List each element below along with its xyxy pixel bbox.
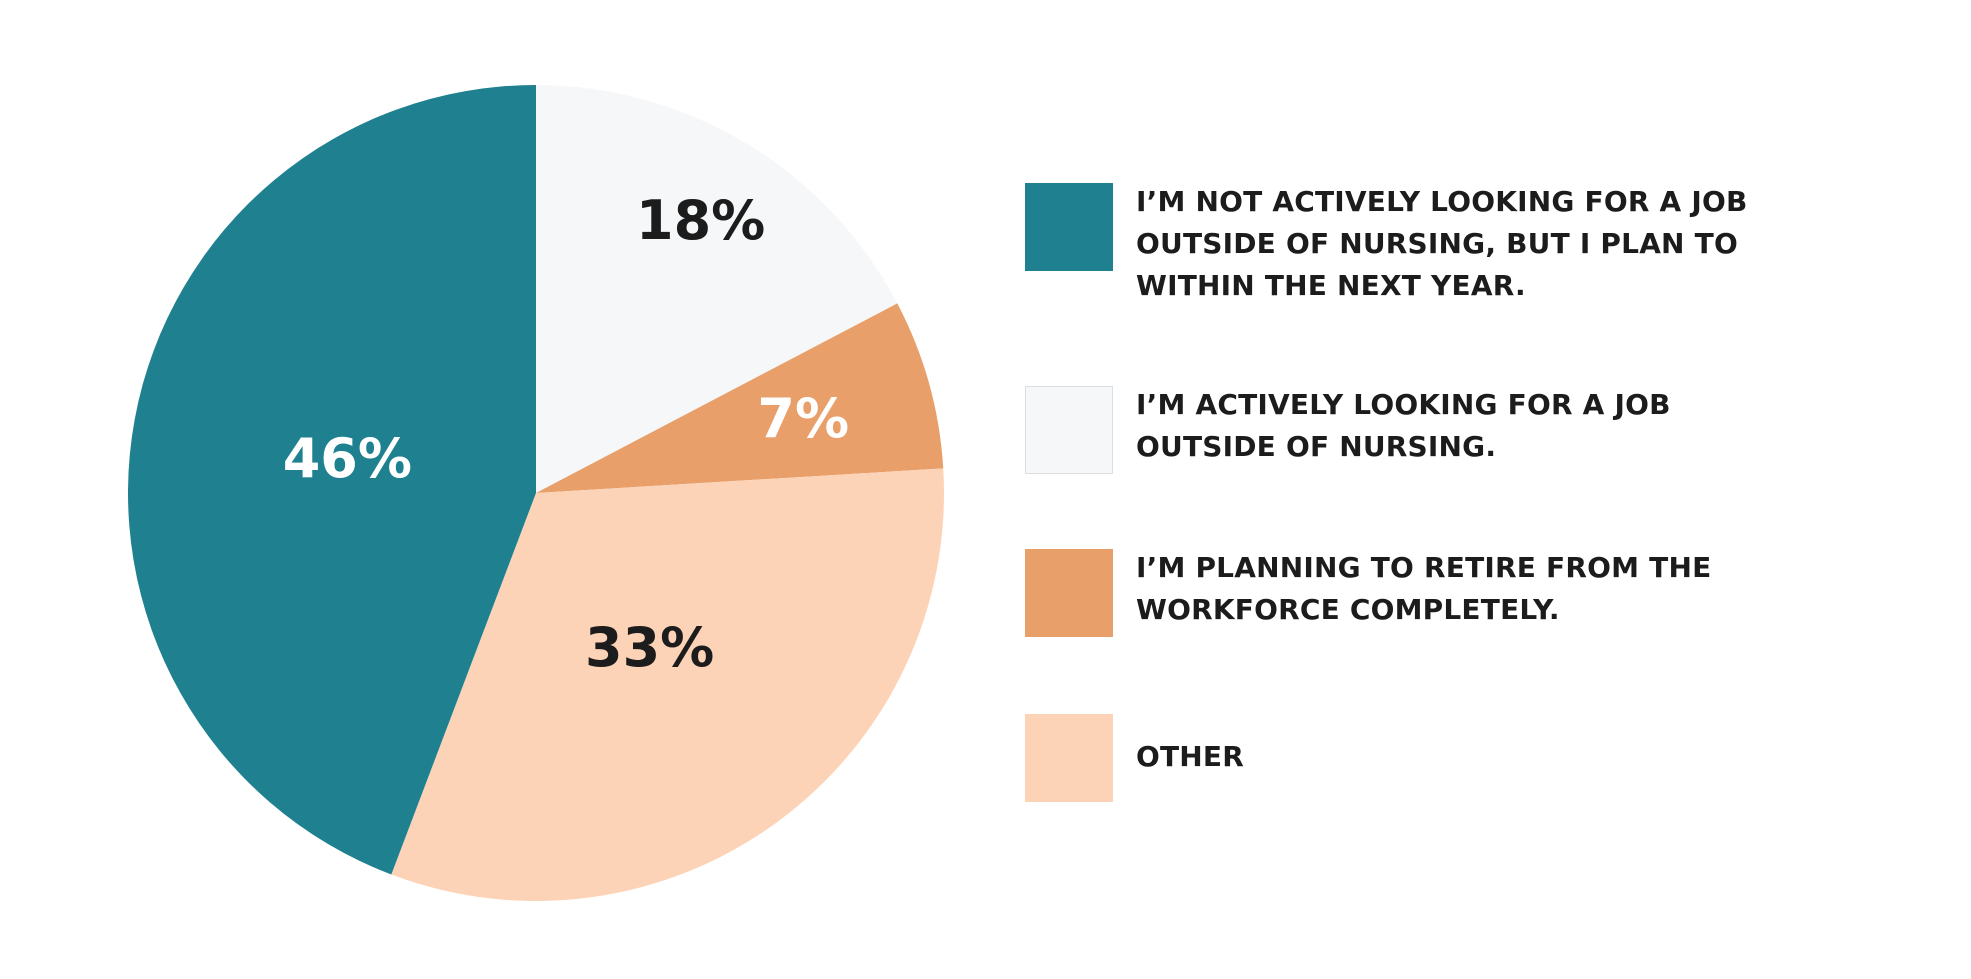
- legend-label-line: I’M NOT ACTIVELY LOOKING FOR A JOB: [1136, 185, 1748, 218]
- legend-label-line: WITHIN THE NEXT YEAR.: [1136, 269, 1526, 302]
- pie-slice-i-m-planning-to-retire-from-the-workforc: [536, 303, 944, 493]
- legend-label-line: OUTSIDE OF NURSING.: [1136, 430, 1497, 463]
- legend-label: OTHER: [1136, 736, 1816, 778]
- legend-label-line: I’M PLANNING TO RETIRE FROM THE: [1136, 551, 1712, 584]
- legend: I’M NOT ACTIVELY LOOKING FOR A JOB OUTSI…: [1025, 0, 1925, 979]
- legend-swatch: [1025, 183, 1113, 271]
- legend-label-line: WORKFORCE COMPLETELY.: [1136, 593, 1560, 626]
- legend-item-actively-looking: I’M ACTIVELY LOOKING FOR A JOB OUTSIDE O…: [1025, 386, 1816, 474]
- pie-chart: 18% 7% 33% 46%: [127, 85, 945, 902]
- legend-label: I’M ACTIVELY LOOKING FOR A JOB OUTSIDE O…: [1136, 384, 1816, 468]
- pie-slice-value-label: 18%: [636, 189, 765, 252]
- legend-label: I’M NOT ACTIVELY LOOKING FOR A JOB OUTSI…: [1136, 181, 1816, 307]
- pie-slice-value-label: 7%: [757, 387, 849, 450]
- legend-swatch: [1025, 386, 1113, 474]
- legend-label-line: OUTSIDE OF NURSING, BUT I PLAN TO: [1136, 227, 1738, 260]
- legend-label: I’M PLANNING TO RETIRE FROM THE WORKFORC…: [1136, 547, 1816, 631]
- legend-swatch: [1025, 549, 1113, 637]
- pie-slice-i-m-not-actively-looking-for-a-job-outsi: [127, 85, 536, 875]
- pie-slice-value-label: 46%: [283, 427, 412, 490]
- legend-item-retiring: I’M PLANNING TO RETIRE FROM THE WORKFORC…: [1025, 549, 1816, 637]
- legend-label-line: OTHER: [1136, 740, 1245, 773]
- pie-slice-value-label: 33%: [585, 616, 714, 679]
- pie-slice-i-m-actively-looking-for-a-job-outside-o: [536, 85, 898, 493]
- legend-item-other: OTHER: [1025, 714, 1816, 802]
- legend-item-not-actively-looking: I’M NOT ACTIVELY LOOKING FOR A JOB OUTSI…: [1025, 183, 1816, 307]
- legend-label-line: I’M ACTIVELY LOOKING FOR A JOB: [1136, 388, 1671, 421]
- pie-slice-other: [391, 468, 945, 902]
- legend-swatch: [1025, 714, 1113, 802]
